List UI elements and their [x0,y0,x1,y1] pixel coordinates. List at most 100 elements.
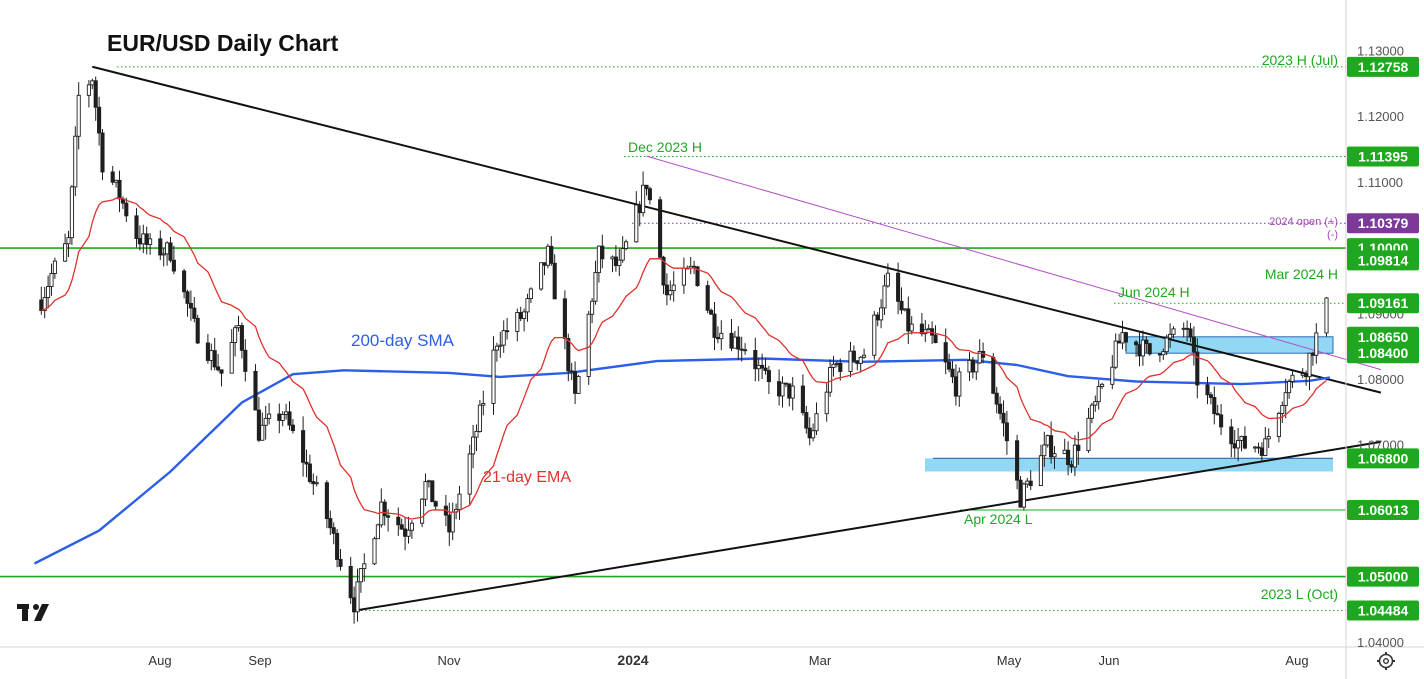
candle-down [382,501,387,517]
candle-down [185,291,190,304]
candle-up [280,414,285,421]
candle-down [552,262,557,300]
candle-up [406,529,411,537]
candle-down [216,366,221,371]
chart-title: EUR/USD Daily Chart [107,30,339,56]
candle-down [1205,384,1210,396]
candle-up [1120,332,1125,344]
annotation--: (-) [1327,229,1338,241]
price-level-badge[interactable]: 1.11395 [1347,146,1419,167]
time-tick-label: Aug [1285,653,1308,668]
candle-down [562,298,567,339]
candle-down [433,501,438,507]
time-tick-label: Mar [809,653,832,668]
price-badge-label: 1.04484 [1358,602,1409,618]
candle-down [566,337,571,372]
tradingview-logo[interactable] [17,604,49,621]
settings-gear-icon[interactable] [1377,652,1395,670]
price-badge-bg [1347,250,1419,271]
candle-up [593,272,598,302]
candle-down [692,265,697,268]
candle-down [137,238,142,245]
candle-up [879,307,884,321]
price-level-badge[interactable]: 1.09814 [1347,250,1419,271]
candle-up [1276,412,1281,437]
price-level-badge[interactable]: 1.05000 [1347,566,1419,587]
candle-up [515,312,520,332]
candle-down [117,179,122,200]
candle-up [641,184,646,214]
price-badge-label: 1.11395 [1358,148,1408,164]
candle-up [494,345,499,351]
indicator-label-sma-200: 200-day SMA [351,331,455,350]
price-level-badge[interactable]: 1.09161 [1347,293,1419,314]
ascending-trendline [353,440,1382,612]
candle-up [1266,436,1271,440]
candle-up [355,581,360,613]
candle-up [1164,337,1169,353]
price-badge-label: 1.06800 [1358,450,1409,466]
candle-down [168,242,173,261]
candle-up [1314,332,1319,356]
price-level-badge[interactable]: 1.04484 [1347,600,1419,621]
candle-down [1028,480,1033,487]
candle-up [52,260,57,274]
candle-down [695,266,700,287]
candle-up [467,453,472,495]
candle-up [545,245,550,266]
candle-up [1236,439,1241,449]
candle-up [902,308,907,311]
price-badge-label: 1.08650 [1358,329,1409,345]
candle-up [576,376,581,394]
price-level-badge[interactable]: 1.08650 [1347,326,1419,347]
candle-down [994,392,999,405]
candle-down [739,348,744,351]
candle-up [1324,297,1329,334]
price-badge-label: 1.12758 [1358,59,1409,75]
candle-down [256,409,261,441]
candle-up [236,325,241,329]
time-axis[interactable]: Aug Sep Nov 2024 Mar May Jun Aug [148,652,1308,668]
price-level-badge[interactable]: 1.06800 [1347,448,1419,469]
candle-down [743,349,748,352]
candle-down [1310,352,1315,356]
candle-up [76,94,81,137]
candle-up [165,242,170,255]
candle-down [1018,479,1023,508]
candle-up [525,298,530,313]
candle-up [1168,333,1173,339]
candle-down [100,132,105,173]
candle-up [756,364,761,370]
candle-up [1086,417,1091,451]
candle-down [760,364,765,369]
candle-down [188,302,193,309]
annotation-apr-2024-l: Apr 2024 L [964,511,1033,527]
candle-up [1263,438,1268,456]
price-level-badge[interactable]: 1.12758 [1347,56,1419,77]
candle-up [909,323,914,332]
price-level-badge[interactable]: 1.08400 [1347,343,1419,364]
candle-down [943,342,948,363]
candle-up [522,311,527,319]
candle-down [715,336,720,340]
candle-down [851,350,856,362]
price-badge-bg [1347,600,1419,621]
price-level-badge[interactable]: 1.06013 [1347,500,1419,521]
candle-down [1134,341,1139,346]
candle-down [896,272,901,302]
candle-down [991,356,996,394]
candle-down [1137,344,1142,357]
candle-down [307,463,312,482]
candle-up [528,288,533,300]
candle-down [658,199,663,258]
price-level-badge[interactable]: 1.10379 [1347,213,1419,234]
candle-up [426,480,431,483]
price-badge-bg [1347,293,1419,314]
candle-up [471,436,476,455]
candle-up [267,413,272,419]
candle-up [1113,340,1118,368]
candle-up [671,284,676,292]
price-axis[interactable]: 1.130001.120001.110001.090001.080001.070… [1347,43,1419,650]
candle-up [1038,455,1043,487]
candle-down [919,323,924,335]
